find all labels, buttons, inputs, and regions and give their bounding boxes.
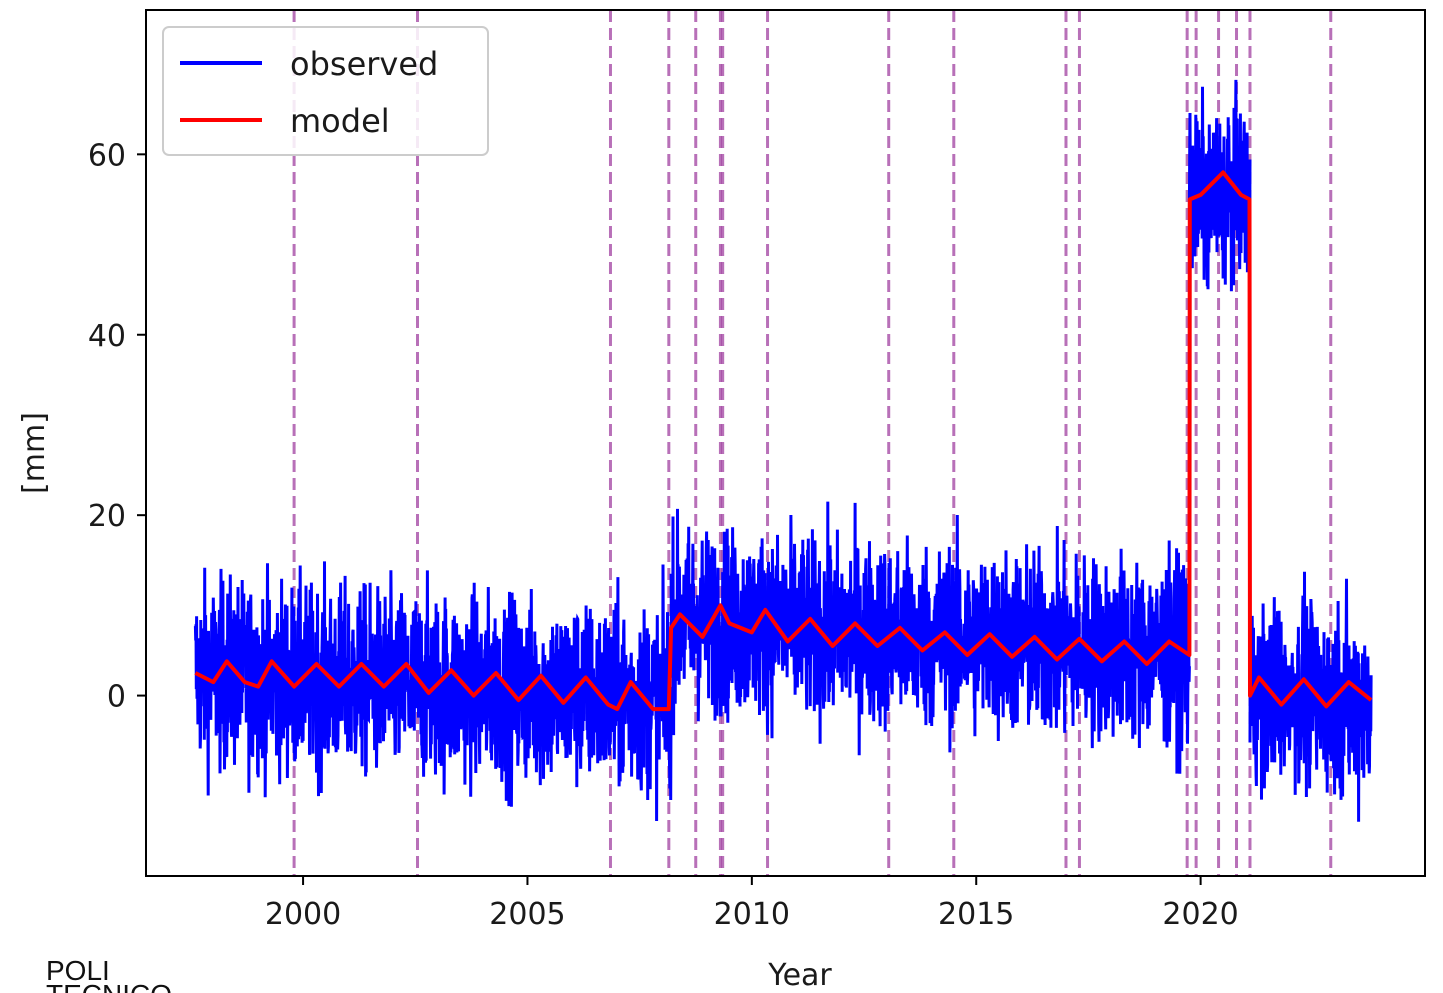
- y-tick-label-20: 20: [88, 499, 126, 534]
- y-axis-ticks: 0 20 40 60: [88, 138, 146, 715]
- x-tick-label-2000: 2000: [265, 897, 341, 932]
- legend-label-observed: observed: [290, 45, 438, 83]
- logo: POLI TECNICO: [46, 955, 172, 993]
- plot-frame: [145, 9, 1426, 877]
- x-axis-ticks: 2000 2005 2010 2015 2020: [265, 876, 1239, 932]
- observed-segment-1: [669, 501, 1191, 774]
- series-layer: [193, 79, 1373, 822]
- logo-line-1: POLI: [46, 955, 110, 986]
- observed-segment-2: [1187, 79, 1252, 292]
- x-axis-label: Year: [767, 958, 832, 993]
- observed-segment-3: [1248, 571, 1373, 822]
- y-tick-label-0: 0: [107, 680, 126, 715]
- legend: observed model: [162, 26, 489, 156]
- y-axis-label: [mm]: [17, 412, 52, 494]
- x-tick-label-2020: 2020: [1162, 897, 1238, 932]
- x-tick-label-2010: 2010: [714, 897, 790, 932]
- model-line: [194, 170, 1373, 712]
- x-tick-label-2005: 2005: [489, 897, 565, 932]
- logo-line-2: TECNICO: [46, 979, 172, 993]
- y-tick-label-40: 40: [88, 319, 126, 354]
- y-tick-label-60: 60: [88, 138, 126, 173]
- x-tick-label-2015: 2015: [938, 897, 1014, 932]
- legend-label-model: model: [290, 102, 390, 140]
- legend-box: [162, 26, 489, 156]
- observed-segment-0: [193, 561, 673, 822]
